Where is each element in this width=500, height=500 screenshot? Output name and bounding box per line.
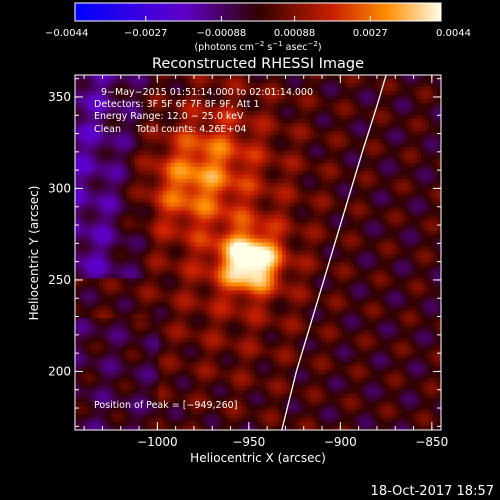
annotation-energy-range: Energy Range: 12.0 − 25.0 keV <box>94 111 244 122</box>
heatmap-image <box>75 75 441 430</box>
colorbar-tick-label: 0.00088 <box>274 28 315 39</box>
colorbar <box>74 2 442 22</box>
plot-timestamp: 18-Oct-2017 18:57 <box>371 484 494 499</box>
colorbar-tick-label: 0.0027 <box>353 28 388 39</box>
y-tick-label: 350 <box>48 90 71 104</box>
y-axis-label: Heliocentric Y (arcsec) <box>27 186 41 321</box>
colorbar-units: (photons cm−2 s−1 asec−2) <box>194 40 321 53</box>
x-tick-label: −950 <box>232 435 265 449</box>
annotation-clean-counts: Clean Total counts: 4.26E+04 <box>94 124 246 135</box>
annotation-detectors: Detectors: 3F 5F 6F 7F 8F 9F, Att 1 <box>94 99 260 110</box>
x-tick-label: −1000 <box>137 435 178 449</box>
y-tick-label: 250 <box>48 273 71 287</box>
solar-limb-line <box>281 75 387 430</box>
peak-position-label: Position of Peak = [−949,260] <box>94 400 237 411</box>
chart-title: Reconstructed RHESSI Image <box>152 56 364 72</box>
colorbar-ticks: −0.0044 −0.0027 −0.00088 0.00088 0.0027 0.004… <box>45 16 471 39</box>
x-axis-label: Heliocentric X (arcsec) <box>190 451 326 465</box>
colorbar-tick-label: −0.0044 <box>45 28 88 39</box>
y-tick-label: 300 <box>48 181 71 195</box>
y-tick-label: 200 <box>48 364 71 378</box>
plot-frame <box>74 74 442 431</box>
colorbar-tick-label: −0.00088 <box>197 28 247 39</box>
x-tick-label: −850 <box>415 435 448 449</box>
colorbar-tick-label: 0.0044 <box>436 28 471 39</box>
annotation-time-range: 9−May−2015 01:51:14.000 to 02:01:14.000 <box>101 87 313 98</box>
colorbar-tick-label: −0.0027 <box>124 28 167 39</box>
x-tick-label: −900 <box>324 435 357 449</box>
axis-ticks: −1000 −950 −900 −850 200 250 300 350 <box>48 75 448 449</box>
